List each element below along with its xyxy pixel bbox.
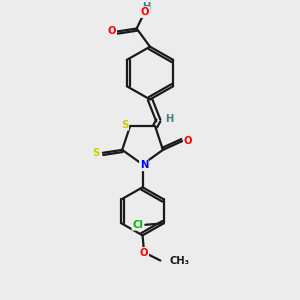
- Text: CH₃: CH₃: [170, 256, 190, 266]
- Text: O: O: [141, 7, 149, 17]
- Text: S: S: [121, 120, 128, 130]
- Text: Cl: Cl: [132, 220, 143, 230]
- Text: S: S: [93, 148, 100, 158]
- Text: O: O: [108, 26, 116, 37]
- Text: H: H: [142, 2, 151, 12]
- Text: H: H: [166, 114, 174, 124]
- Text: O: O: [140, 248, 148, 258]
- Text: O: O: [184, 136, 192, 146]
- Text: N: N: [140, 160, 148, 170]
